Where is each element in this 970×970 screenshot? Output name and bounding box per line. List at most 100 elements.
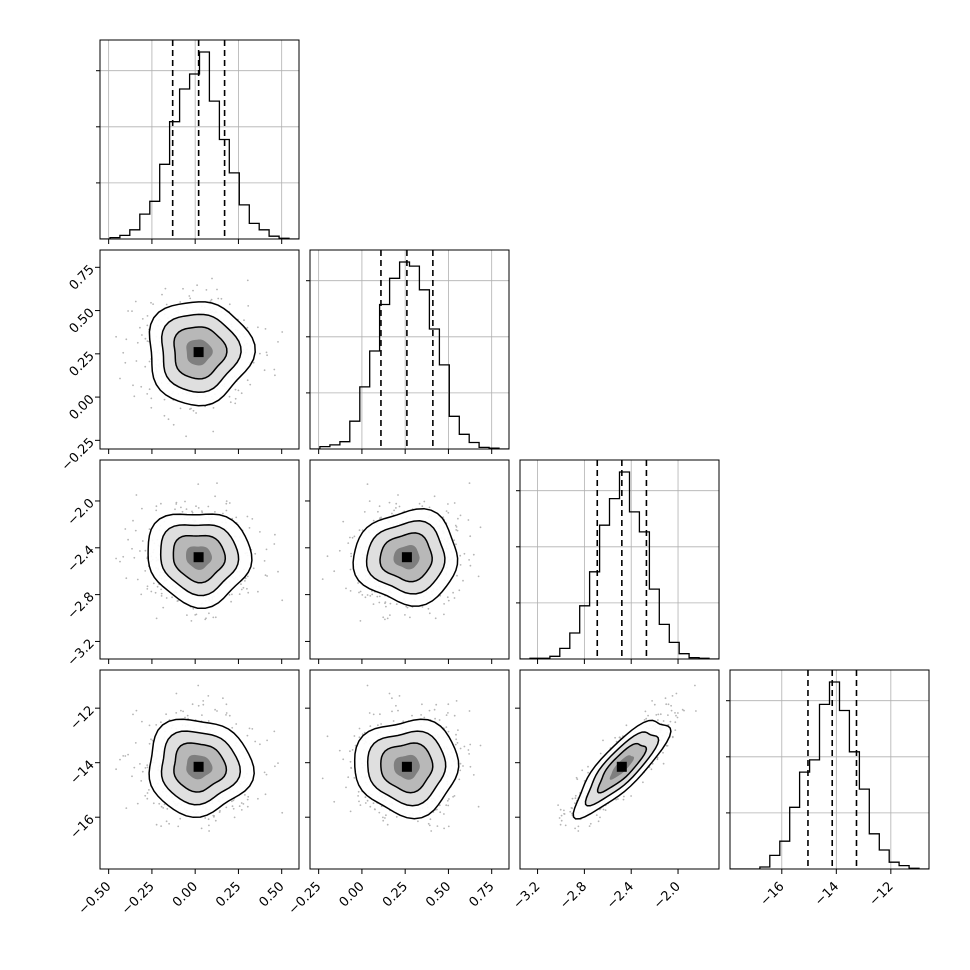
sample-point (448, 798, 450, 800)
sample-point (273, 368, 276, 371)
sample-point (208, 612, 210, 615)
sample-point (259, 352, 261, 355)
sample-point (650, 768, 653, 771)
sample-point (459, 747, 462, 750)
sample-point (447, 599, 450, 602)
sample-point (184, 716, 186, 719)
sample-point (231, 593, 233, 596)
sample-point (277, 570, 279, 573)
sample-point (357, 790, 360, 793)
sample-point (452, 795, 454, 798)
sample-point (155, 505, 158, 508)
sample-point (671, 735, 674, 738)
sample-point (386, 617, 389, 620)
sample-point (171, 596, 174, 599)
sample-point (210, 298, 213, 301)
sample-point (240, 809, 243, 811)
sample-point (459, 769, 462, 772)
y-tick-label: −12 (68, 703, 98, 733)
sample-point (228, 395, 231, 398)
sample-point (146, 764, 149, 766)
sample-point (251, 728, 254, 730)
sample-point (232, 799, 235, 802)
sample-point (391, 710, 393, 713)
sample-point (347, 776, 350, 779)
sample-point (372, 713, 375, 716)
sample-point (251, 518, 254, 520)
sample-point (361, 733, 364, 735)
sample-point (457, 517, 459, 520)
sample-point (395, 502, 398, 505)
sample-point (195, 412, 198, 414)
sample-point (472, 553, 475, 556)
sample-point (453, 539, 455, 542)
sample-point (246, 587, 248, 590)
sample-point (265, 548, 268, 551)
sample-point (359, 620, 362, 622)
sample-point (455, 526, 458, 528)
sample-point (232, 807, 235, 810)
sample-point (321, 578, 324, 580)
sample-point (218, 811, 221, 813)
y-tick-label: −14 (68, 758, 98, 788)
sample-point (445, 726, 448, 728)
sample-point (674, 721, 677, 724)
histogram-panel-2 (516, 459, 720, 664)
sample-point (338, 749, 341, 752)
sample-point (374, 808, 376, 811)
sample-point (353, 735, 356, 737)
histogram-panel-1 (306, 249, 510, 454)
sample-point (125, 577, 128, 580)
sample-point (115, 557, 117, 560)
sample-point (645, 717, 648, 720)
sample-point (363, 731, 366, 734)
sample-point (359, 590, 362, 593)
sample-point (182, 710, 185, 713)
sample-point (349, 568, 352, 571)
sample-point (378, 505, 381, 508)
panel-content (321, 482, 482, 622)
sample-point (378, 811, 381, 814)
sample-point (438, 719, 441, 721)
sample-point (477, 805, 480, 808)
sample-point (447, 503, 449, 505)
sample-point (667, 724, 670, 726)
y-tick-label: 0.75 (67, 262, 98, 293)
panel-frame (309, 249, 510, 450)
sample-point (201, 511, 204, 514)
sample-point (447, 712, 449, 714)
sample-point (558, 817, 561, 819)
sample-point (347, 542, 350, 544)
sample-point (274, 765, 276, 768)
x-tick-label: −2.8 (557, 879, 590, 912)
sample-point (433, 495, 436, 498)
sample-point (623, 795, 625, 798)
sample-point (376, 595, 379, 598)
x-tick-label: 0.75 (466, 879, 497, 910)
sample-point (455, 700, 458, 702)
sample-point (197, 684, 200, 687)
sample-point (180, 709, 182, 712)
sample-point (146, 588, 149, 590)
sample-point (133, 556, 136, 559)
panel-content (321, 684, 482, 832)
sample-point (435, 703, 438, 706)
sample-point (230, 600, 233, 603)
sample-point (191, 511, 194, 514)
sample-point (248, 727, 251, 730)
sample-point (468, 710, 471, 712)
sample-point (209, 300, 212, 302)
sample-point (447, 825, 450, 828)
sample-point (214, 495, 217, 498)
sample-point (161, 293, 163, 296)
sample-point (164, 287, 167, 290)
scatter-panel-3-2: −3.2 −2.8 −2.4 −2.0 (510, 669, 720, 912)
sample-point (202, 703, 205, 706)
x-tick-label: −0.25 (119, 879, 158, 918)
sample-point (446, 799, 449, 802)
sample-point (358, 591, 360, 594)
sample-point (163, 398, 166, 401)
sample-point (439, 811, 442, 814)
sample-point (156, 585, 159, 588)
